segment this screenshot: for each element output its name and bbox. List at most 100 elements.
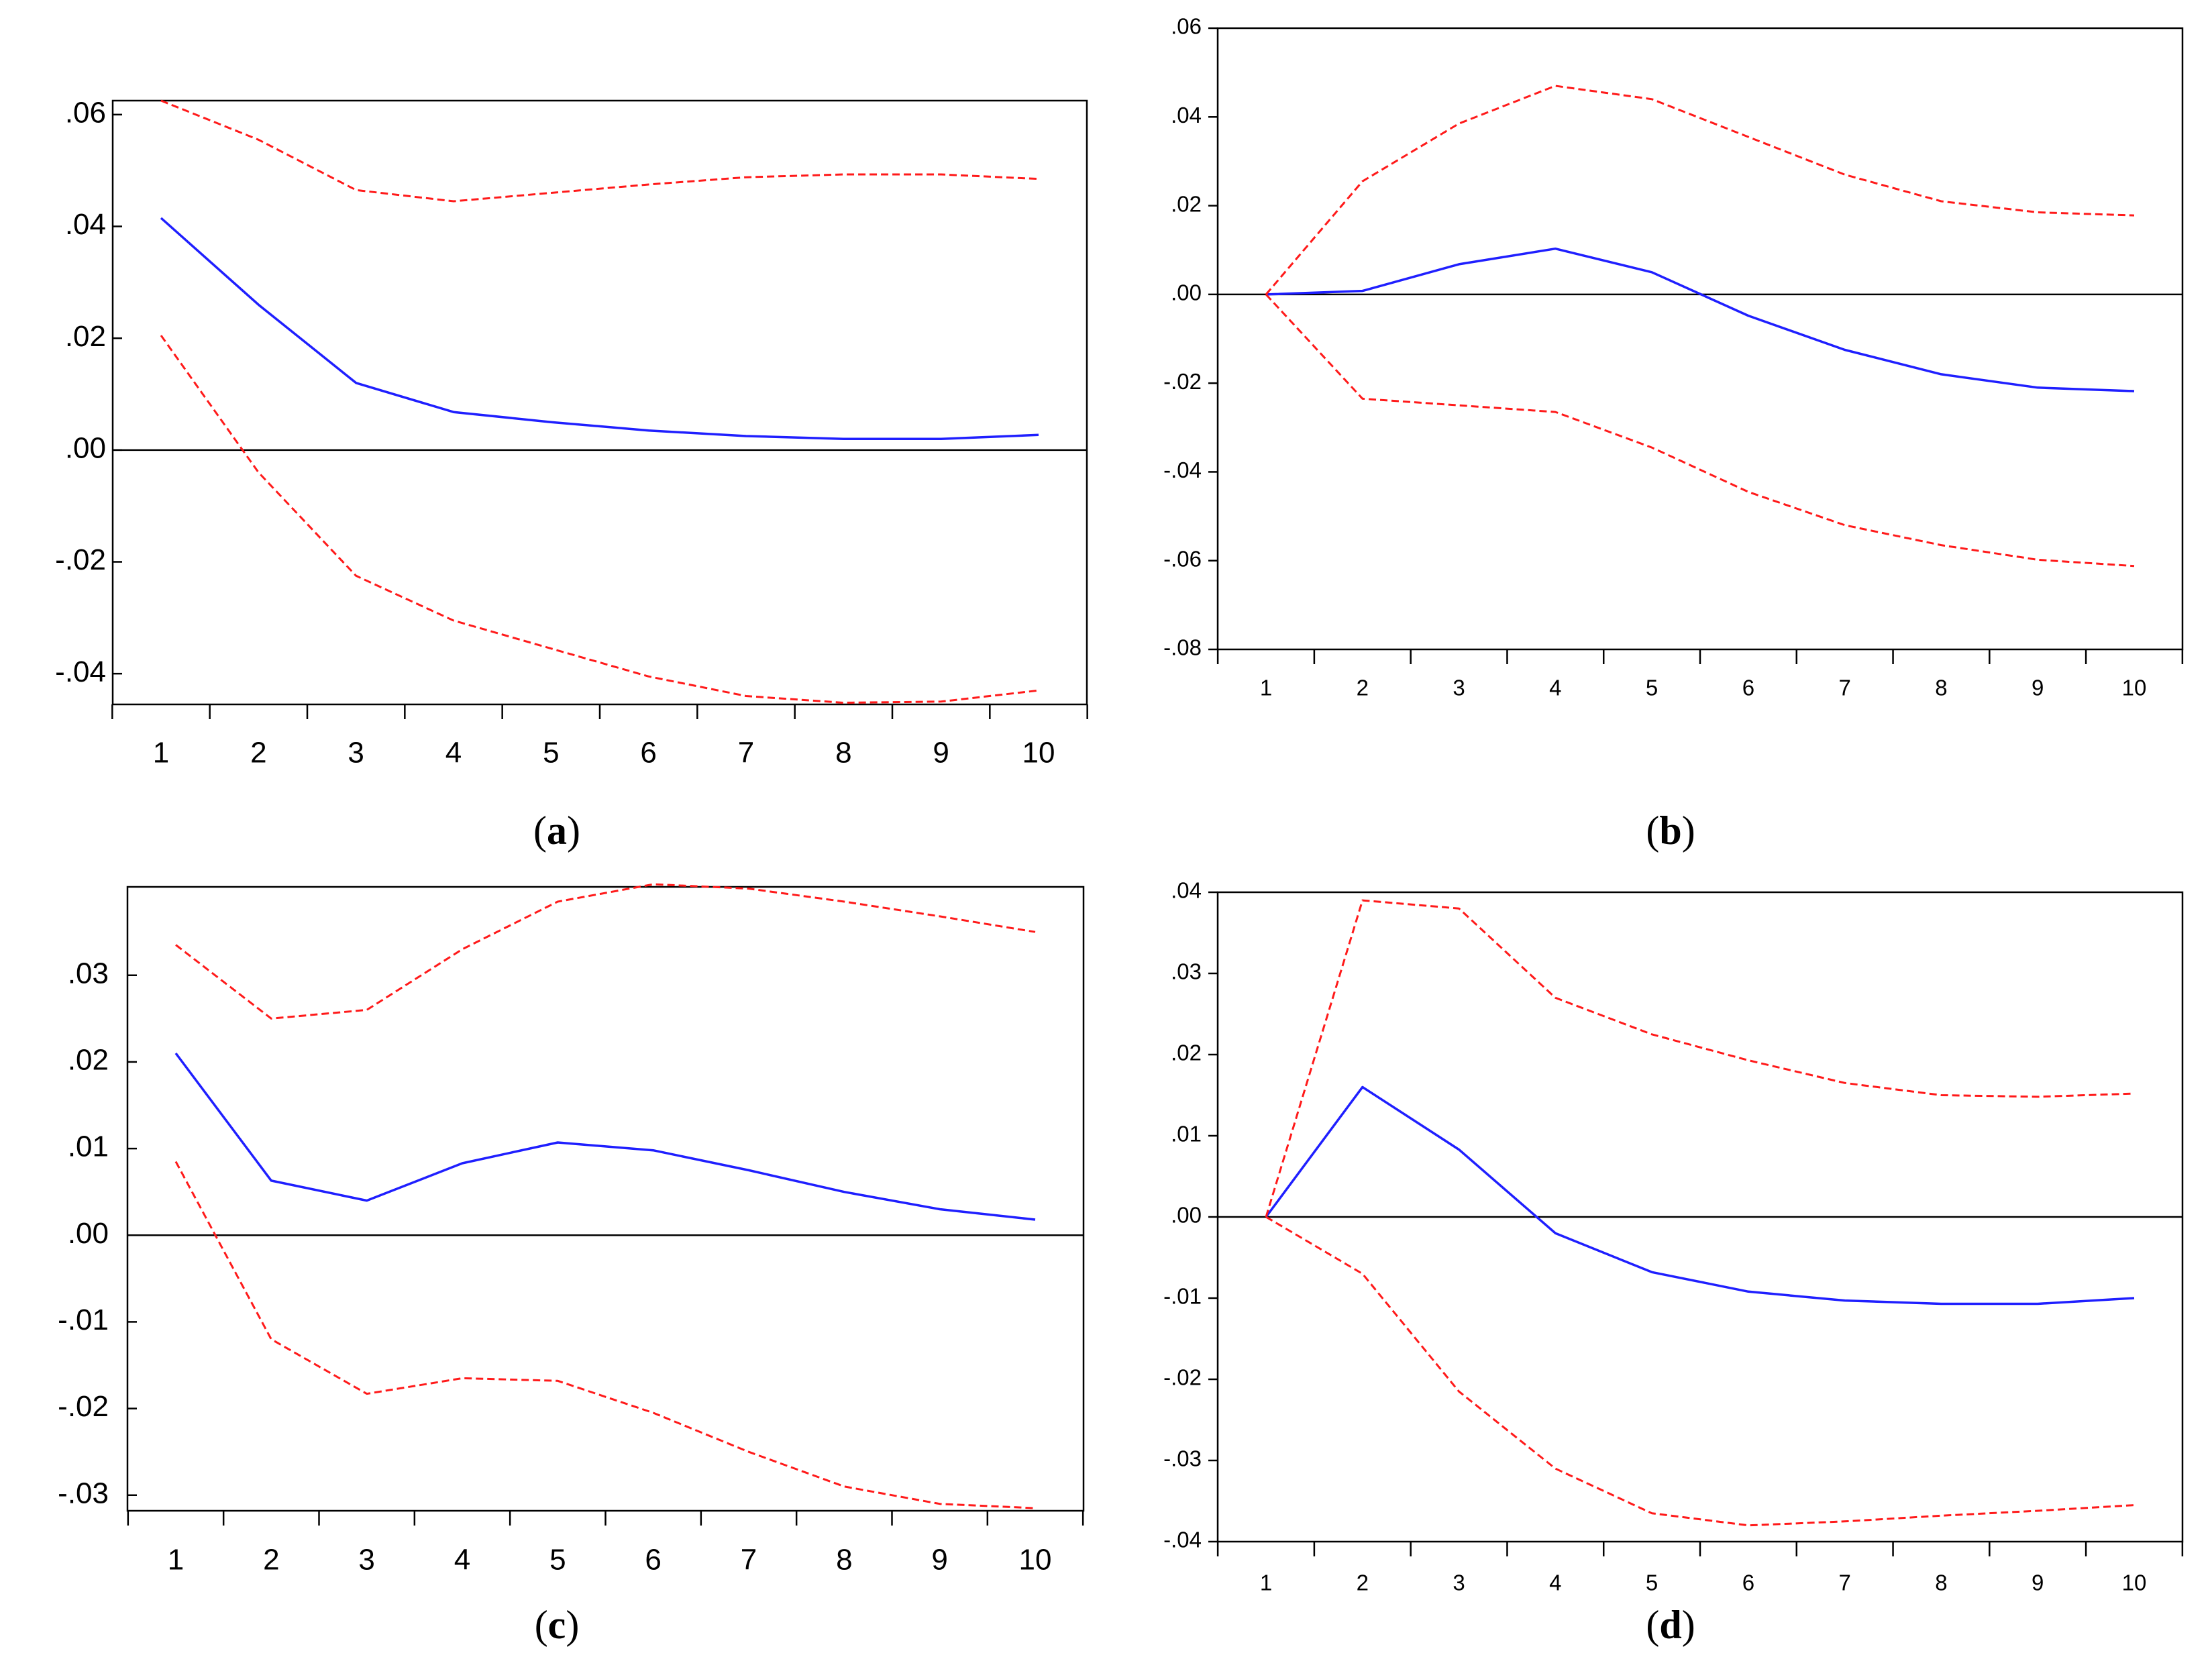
x-tick-label: 1	[1260, 676, 1272, 700]
x-tick-label: 2	[250, 737, 266, 769]
series-line-lower	[174, 1161, 1036, 1509]
x-tick-label: 5	[549, 1544, 566, 1577]
x-tick-label: 7	[738, 737, 754, 769]
series-line-response	[1265, 247, 2135, 392]
panel-caption: (a)	[533, 808, 580, 853]
y-tick-label: -.03	[58, 1477, 109, 1509]
x-tick-label: 8	[836, 1544, 852, 1577]
chart-panel-d: .04 .03 .02 .01 .00 -.01 -.02 -.03 -.04 1 2 3 4 5 6 7 8 9…	[1163, 878, 2184, 1647]
y-tick-label: .02	[65, 320, 106, 353]
y-tick-label: .04	[65, 208, 106, 241]
x-tick-label: 9	[2032, 676, 2044, 700]
plot-frame	[126, 886, 1085, 1512]
x-tick-label: 10	[2122, 1570, 2147, 1595]
x-tick-label: 1	[153, 737, 169, 769]
y-tick-label: -.04	[55, 655, 106, 688]
y-tick-label: -.01	[1163, 1284, 1202, 1309]
chart-panel-b: .06 .04 .02 .00 -.02 -.04 -.06 -.08 1 2 3 4 5 6 7 8 9 10 (…	[1163, 14, 2184, 853]
series-line-upper	[160, 99, 1039, 203]
y-tick-label: .00	[68, 1217, 109, 1250]
y-tick-label: .06	[1171, 14, 1202, 39]
y-tick-label: .01	[68, 1130, 109, 1163]
x-tick-label: 9	[931, 1544, 947, 1577]
x-tick-label: 10	[1019, 1544, 1052, 1577]
x-tick-label: 1	[168, 1544, 184, 1577]
y-tick-label: .04	[1171, 878, 1202, 903]
x-tick-label: 4	[1549, 1570, 1561, 1595]
x-tick-label: 5	[1646, 676, 1658, 700]
x-tick-label: 2	[1357, 1570, 1369, 1595]
caption-close: )	[567, 808, 580, 853]
series-line-response	[174, 1052, 1036, 1221]
x-tick-label: 9	[933, 737, 949, 769]
x-tick-label: 5	[543, 737, 559, 769]
x-tick-label: 8	[1935, 1570, 1947, 1595]
caption-close: )	[1682, 808, 1695, 853]
y-tick-label: .02	[1171, 1041, 1202, 1065]
caption-close: )	[1682, 1603, 1695, 1647]
x-tick-label: 6	[640, 737, 656, 769]
y-tick-label: .02	[1171, 191, 1202, 216]
x-tick-label: 7	[1838, 1570, 1850, 1595]
x-tick-label: 6	[1742, 1570, 1754, 1595]
x-tick-label: 4	[1549, 676, 1561, 700]
y-tick-label: .01	[1171, 1122, 1202, 1147]
y-tick-label: .04	[1171, 103, 1202, 127]
x-tick-label: 3	[1453, 676, 1465, 700]
y-tick-label: .00	[1171, 280, 1202, 305]
caption-open: (	[533, 808, 547, 853]
y-tick-label: -.06	[1163, 546, 1202, 571]
y-tick-label: -.02	[55, 543, 106, 576]
caption-letter: b	[1659, 808, 1681, 853]
series-line-response	[1265, 1085, 2135, 1305]
x-tick-label: 6	[645, 1544, 661, 1577]
x-tick-label: 4	[445, 737, 462, 769]
x-tick-label: 8	[1935, 676, 1947, 700]
x-tick-label: 3	[348, 737, 364, 769]
y-tick-label: .06	[65, 96, 106, 129]
caption-letter: d	[1659, 1603, 1681, 1647]
plot-frame	[111, 99, 1088, 706]
y-tick-label: .02	[68, 1044, 109, 1077]
y-tick-label: -.01	[58, 1303, 109, 1336]
chart-panel-a: .06 .04 .02 .00 -.02 -.04 1 2 3 4 5 6 7 8 9 10 (a)	[55, 96, 1088, 853]
x-tick-label: 9	[2032, 1570, 2044, 1595]
x-tick-label: 10	[2122, 676, 2147, 700]
x-tick-label: 7	[741, 1544, 757, 1577]
x-tick-label: 4	[454, 1544, 470, 1577]
chart-panel-c: .03 .02 .01 .00 -.01 -.02 -.03 1 2 3 4 5 6 7 8 9 10 (c)	[58, 883, 1085, 1647]
y-tick-label: -.02	[58, 1390, 109, 1423]
x-tick-label: 2	[1357, 676, 1369, 700]
series-line-upper	[1265, 899, 2135, 1218]
x-tick-label: 10	[1022, 737, 1055, 769]
series-line-lower	[1265, 1216, 2135, 1527]
caption-letter: c	[548, 1603, 566, 1647]
x-tick-label: 3	[358, 1544, 374, 1577]
y-tick-label: -.03	[1163, 1446, 1202, 1471]
x-tick-label: 8	[835, 737, 851, 769]
series-line-lower	[160, 335, 1039, 704]
y-tick-label: -.02	[1163, 1365, 1202, 1390]
y-tick-label: .03	[68, 957, 109, 990]
caption-letter: a	[547, 808, 567, 853]
series-line-upper	[1265, 85, 2135, 295]
y-tick-label: -.04	[1163, 1528, 1202, 1552]
series-line-upper	[175, 883, 1036, 1020]
caption-close: )	[566, 1603, 579, 1647]
x-tick-label: 1	[1260, 1570, 1272, 1595]
x-tick-label: 3	[1453, 1570, 1465, 1595]
series-line-lower	[1265, 293, 2135, 568]
x-tick-label: 7	[1838, 676, 1850, 700]
y-tick-label: .03	[1171, 959, 1202, 984]
plot-frame	[1216, 27, 2184, 651]
x-tick-label: 6	[1742, 676, 1754, 700]
y-tick-label: -.04	[1163, 458, 1202, 482]
caption-open: (	[1646, 1603, 1659, 1647]
caption-open: (	[535, 1603, 548, 1647]
x-tick-label: 5	[1646, 1570, 1658, 1595]
caption-open: (	[1646, 808, 1659, 853]
y-tick-label: .00	[65, 431, 106, 464]
y-tick-label: .00	[1171, 1203, 1202, 1228]
panel-caption: (d)	[1646, 1603, 1695, 1647]
